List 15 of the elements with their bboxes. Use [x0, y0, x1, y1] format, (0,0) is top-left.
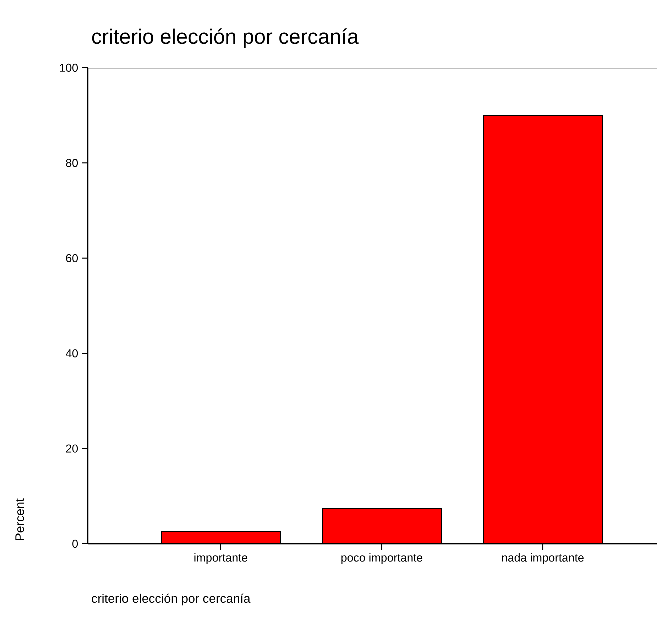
- y-tick-label: 80: [66, 159, 78, 168]
- x-axis-title: criterio elección por cercanía: [92, 594, 251, 606]
- bar: [483, 115, 604, 544]
- bar: [322, 508, 442, 544]
- y-tick-label: 20: [66, 444, 78, 453]
- x-tick-label: nada importante: [502, 554, 584, 564]
- y-axis-title: Percent: [16, 498, 24, 540]
- y-tick-label: 100: [60, 64, 78, 72]
- chart-title: criterio elección por cercanía: [92, 28, 359, 48]
- y-tick-label: 60: [66, 254, 78, 262]
- bar: [162, 532, 280, 544]
- y-tick-label: 40: [66, 350, 78, 358]
- y-tick-label: 0: [72, 540, 78, 548]
- x-tick-label: importante: [194, 554, 248, 564]
- x-tick-label: poco importante: [342, 554, 423, 564]
